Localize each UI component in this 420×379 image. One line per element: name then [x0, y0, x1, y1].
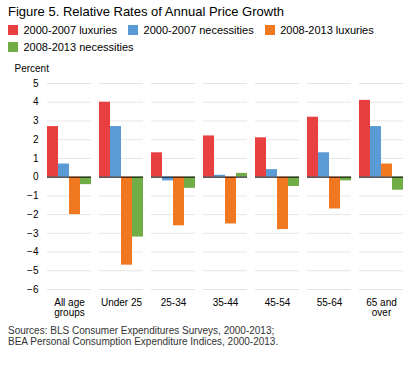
html-text:2000-2007 necessities: 2000-2007 necessities — [143, 24, 254, 37]
svg-text:3: 3 — [33, 115, 39, 126]
svg-text:−4: −4 — [27, 246, 39, 257]
svg-text:−2: −2 — [27, 208, 39, 219]
svg-text:Percent: Percent — [15, 62, 50, 73]
svg-text:5: 5 — [33, 77, 39, 88]
html-text:Sources: BLS Consumer Expendit: Sources: BLS Consumer Expenditures Surve… — [8, 324, 279, 347]
svg-text:2: 2 — [33, 133, 39, 144]
svg-text:−5: −5 — [27, 264, 39, 275]
html-text:Figure 5. Relative Rates of An: Figure 5. Relative Rates of Annual Price… — [8, 4, 284, 19]
svg-text:−1: −1 — [27, 190, 39, 201]
svg-text:All agegroups: All agegroups — [54, 296, 85, 317]
svg-text:25-34: 25-34 — [161, 296, 187, 307]
html-text:2000-2007 luxuries: 2000-2007 luxuries — [23, 24, 118, 37]
svg-text:−3: −3 — [27, 227, 39, 238]
svg-text:Under 25: Under 25 — [101, 296, 143, 307]
svg-text:55-64: 55-64 — [317, 296, 343, 307]
svg-text:65 andover: 65 andover — [366, 296, 397, 317]
svg-text:0: 0 — [33, 171, 39, 182]
svg-text:−6: −6 — [27, 283, 39, 294]
html-text:2008-2013 luxuries: 2008-2013 luxuries — [280, 24, 374, 37]
svg-text:35-44: 35-44 — [213, 296, 239, 307]
svg-text:1: 1 — [33, 152, 39, 163]
svg-text:4: 4 — [33, 96, 39, 107]
svg-text:45-54: 45-54 — [265, 296, 291, 307]
html-text:2008-2013 necessities: 2008-2013 necessities — [23, 40, 134, 53]
